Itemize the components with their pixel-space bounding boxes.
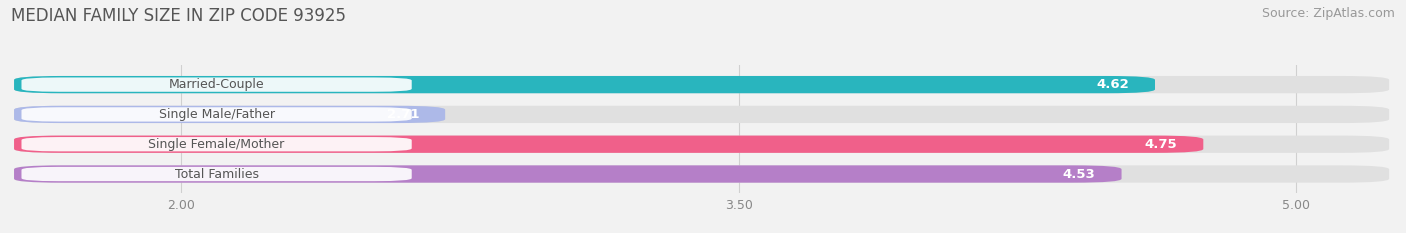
FancyBboxPatch shape	[14, 76, 1389, 93]
Text: 4.53: 4.53	[1063, 168, 1095, 181]
Text: 4.62: 4.62	[1097, 78, 1129, 91]
FancyBboxPatch shape	[14, 136, 1204, 153]
Text: Source: ZipAtlas.com: Source: ZipAtlas.com	[1261, 7, 1395, 20]
Text: Total Families: Total Families	[174, 168, 259, 181]
FancyBboxPatch shape	[14, 106, 446, 123]
Text: 4.75: 4.75	[1144, 138, 1177, 151]
FancyBboxPatch shape	[21, 77, 412, 92]
FancyBboxPatch shape	[14, 165, 1122, 183]
Text: 2.71: 2.71	[387, 108, 419, 121]
FancyBboxPatch shape	[21, 167, 412, 181]
FancyBboxPatch shape	[21, 137, 412, 151]
FancyBboxPatch shape	[14, 76, 1154, 93]
Text: Single Male/Father: Single Male/Father	[159, 108, 274, 121]
Text: MEDIAN FAMILY SIZE IN ZIP CODE 93925: MEDIAN FAMILY SIZE IN ZIP CODE 93925	[11, 7, 346, 25]
FancyBboxPatch shape	[14, 136, 1389, 153]
FancyBboxPatch shape	[21, 107, 412, 122]
FancyBboxPatch shape	[14, 106, 1389, 123]
FancyBboxPatch shape	[14, 165, 1389, 183]
Text: Single Female/Mother: Single Female/Mother	[149, 138, 285, 151]
Text: Married-Couple: Married-Couple	[169, 78, 264, 91]
